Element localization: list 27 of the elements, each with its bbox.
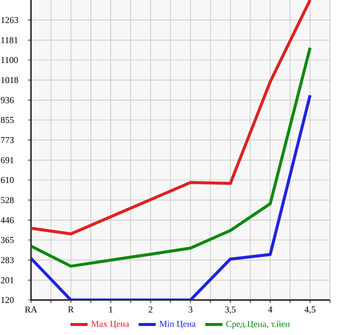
legend-label: Max Цена [91,320,130,329]
y-tick-label: 1100 [1,56,18,64]
y-tick-label: 1263 [1,17,18,24]
x-tick-label: 4 [268,306,272,312]
y-tick-label: 691 [0,157,14,164]
y-tick-label: 120 [1,296,14,304]
x-tick-label: 3,5 [225,306,236,314]
x-tick-label: R [68,306,74,312]
y-tick-label: 283 [0,257,14,264]
y-tick-label: 855 [0,116,14,124]
y-tick-label: 365 [0,236,14,244]
x-tick-label: 4,5 [304,306,316,314]
y-tick-label: 1181 [1,37,18,44]
y-tick-label: 1018 [1,77,18,84]
y-tick-label: 773 [1,137,14,144]
x-tick-label: 2 [148,306,152,312]
legend-label: Сред.Цена, т.йен [226,320,290,329]
x-tick-label: 3 [188,306,192,313]
y-tick-label: 528 [1,197,14,204]
x-tick-label: RA [25,306,38,312]
y-tick-label: 936 [0,97,14,104]
legend-label: Min Цена [159,320,196,329]
x-tick-label: 1 [109,306,112,312]
y-tick-label: 201 [0,277,14,284]
line-series [31,46,312,268]
y-tick-label: 446 [0,217,14,224]
y-tick-label: 610 [0,176,14,184]
